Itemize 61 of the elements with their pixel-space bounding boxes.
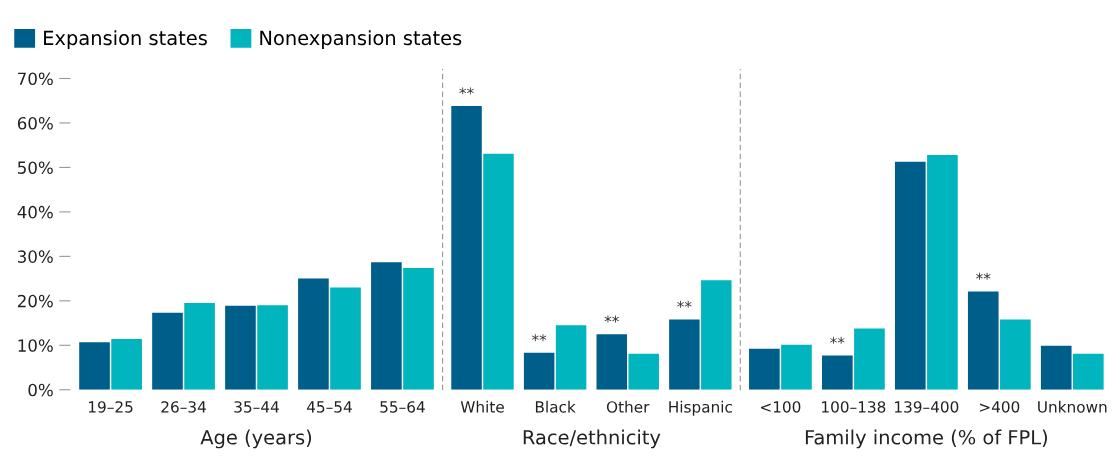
x-tick-label: 45–54 xyxy=(306,401,352,413)
bar xyxy=(555,325,587,390)
x-tick-label: Other xyxy=(606,400,650,413)
x-tick-label: Unknown xyxy=(1038,400,1107,413)
bar xyxy=(483,153,514,390)
bar xyxy=(1073,353,1104,390)
bar xyxy=(669,319,700,390)
bar xyxy=(257,305,288,390)
legend-label: Expansion states xyxy=(44,30,207,50)
annotation: ** xyxy=(604,315,619,323)
bar xyxy=(701,280,732,390)
x-tick-label: 100–138 xyxy=(822,401,886,413)
bar xyxy=(781,344,812,390)
y-tick-label: 20% xyxy=(17,294,53,308)
x-axis-title: Family income (% of FPL) xyxy=(805,429,1047,449)
x-axis-title: Race/ethnicity xyxy=(523,429,661,449)
bar xyxy=(749,348,780,390)
y-tick-label: 30% xyxy=(17,250,53,263)
y-tick-label: 70% xyxy=(18,72,53,86)
x-tick-label: Hispanic xyxy=(669,400,732,416)
bar xyxy=(451,106,482,390)
x-tick-label: 139–400 xyxy=(895,401,959,413)
x-tick-label: White xyxy=(460,400,504,413)
bar xyxy=(854,328,885,390)
bar xyxy=(967,291,999,390)
y-tick-label: 60% xyxy=(17,116,53,130)
bar xyxy=(628,353,659,390)
annotation: ** xyxy=(531,334,547,342)
annotation: ** xyxy=(830,336,845,344)
bar xyxy=(330,287,361,390)
annotation: ** xyxy=(976,272,991,280)
y-tick-label: 0% xyxy=(28,383,53,397)
bar xyxy=(1040,345,1072,390)
annotation: ** xyxy=(677,300,692,308)
bar xyxy=(371,262,402,390)
bar xyxy=(225,305,256,390)
y-tick-label: 10% xyxy=(18,339,53,352)
x-tick-label: >400 xyxy=(979,401,1020,413)
bar xyxy=(1000,319,1031,390)
bar xyxy=(152,312,183,390)
bar xyxy=(403,267,434,390)
bar xyxy=(523,352,555,390)
legend-label: Nonexpansion states xyxy=(260,30,462,50)
x-tick-label: 55–64 xyxy=(380,401,425,413)
x-tick-label: 35–44 xyxy=(234,401,279,413)
y-tick-label: 50% xyxy=(18,161,53,174)
y-tick-label: 40% xyxy=(17,205,53,219)
x-axis-title: Age (years) xyxy=(200,429,312,449)
annotation: ** xyxy=(459,87,474,95)
x-tick-label: 19–25 xyxy=(88,401,133,413)
x-tick-label: 26–34 xyxy=(161,401,206,413)
bar xyxy=(111,339,142,390)
bar xyxy=(298,278,329,390)
bar xyxy=(184,303,215,390)
bar xyxy=(927,154,958,390)
bar xyxy=(596,334,627,390)
x-tick-label: <100 xyxy=(761,401,801,413)
bar xyxy=(894,161,926,390)
bar xyxy=(79,342,110,390)
x-tick-label: Black xyxy=(535,400,576,413)
bar xyxy=(822,355,853,390)
